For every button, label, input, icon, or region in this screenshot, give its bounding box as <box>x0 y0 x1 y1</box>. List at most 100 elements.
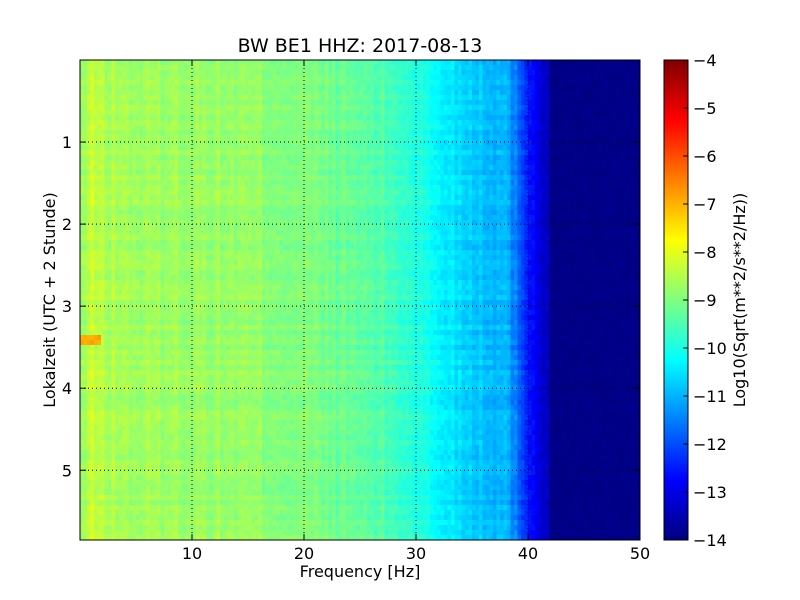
heatmap-cell <box>391 115 396 121</box>
heatmap-cell <box>626 110 631 116</box>
heatmap-cell <box>122 140 127 146</box>
heatmap-cell <box>311 190 316 196</box>
heatmap-cell <box>234 100 239 106</box>
heatmap-cell <box>426 95 431 101</box>
heatmap-cell <box>122 145 127 151</box>
heatmap-cell <box>349 210 354 216</box>
heatmap-cell <box>202 140 207 146</box>
heatmap-cell <box>468 65 473 71</box>
heatmap-cell <box>493 190 498 196</box>
heatmap-cell <box>171 125 176 131</box>
heatmap-cell <box>423 205 428 211</box>
heatmap-cell <box>244 70 249 76</box>
heatmap-cell <box>391 140 396 146</box>
heatmap-cell <box>283 195 288 201</box>
heatmap-cell <box>608 145 613 151</box>
heatmap-cell <box>594 190 599 196</box>
heatmap-cell <box>608 155 613 161</box>
heatmap-cell <box>482 110 487 116</box>
heatmap-cell <box>220 130 225 136</box>
heatmap-cell <box>125 185 130 191</box>
heatmap-cell <box>409 180 414 186</box>
heatmap-cell <box>489 140 494 146</box>
heatmap-cell <box>598 100 603 106</box>
heatmap-cell <box>328 150 333 156</box>
heatmap-cell <box>339 150 344 156</box>
heatmap-cell <box>209 115 214 121</box>
heatmap-cell <box>174 75 179 81</box>
heatmap-cell <box>500 115 505 121</box>
heatmap-cell <box>395 110 400 116</box>
heatmap-cell <box>139 130 144 136</box>
heatmap-cell <box>612 200 617 206</box>
heatmap-cell <box>276 190 281 196</box>
heatmap-cell <box>286 145 291 151</box>
heatmap-cell <box>524 165 529 171</box>
heatmap-cell <box>146 85 151 91</box>
heatmap-cell <box>216 105 221 111</box>
heatmap-cell <box>97 80 102 86</box>
heatmap-cell <box>510 160 515 166</box>
heatmap-cell <box>213 125 218 131</box>
heatmap-cell <box>143 105 148 111</box>
heatmap-cell <box>307 60 312 66</box>
heatmap-cell <box>230 105 235 111</box>
heatmap-cell <box>118 70 123 76</box>
heatmap-cell <box>265 85 270 91</box>
heatmap-cell <box>601 100 606 106</box>
heatmap-cell <box>223 85 228 91</box>
heatmap-cell <box>244 110 249 116</box>
heatmap-cell <box>423 115 428 121</box>
heatmap-cell <box>538 75 543 81</box>
heatmap-cell <box>125 205 130 211</box>
heatmap-cell <box>311 125 316 131</box>
heatmap-cell <box>524 180 529 186</box>
heatmap-cell <box>510 210 515 216</box>
heatmap-cell <box>430 155 435 161</box>
heatmap-cell <box>297 100 302 106</box>
heatmap-cell <box>290 170 295 176</box>
heatmap-cell <box>108 205 113 211</box>
heatmap-cell <box>573 160 578 166</box>
heatmap-cell <box>633 205 638 211</box>
heatmap-cell <box>563 160 568 166</box>
heatmap-cell <box>160 180 165 186</box>
heatmap-cell <box>325 195 330 201</box>
heatmap-cell <box>241 120 246 126</box>
heatmap-cell <box>104 100 109 106</box>
heatmap-cell <box>136 150 141 156</box>
heatmap-cell <box>202 80 207 86</box>
heatmap-cell <box>283 160 288 166</box>
heatmap-cell <box>363 180 368 186</box>
heatmap-cell <box>440 70 445 76</box>
heatmap-cell <box>377 95 382 101</box>
heatmap-cell <box>496 150 501 156</box>
heatmap-cell <box>293 125 298 131</box>
heatmap-cell <box>342 165 347 171</box>
heatmap-cell <box>174 105 179 111</box>
heatmap-cell <box>619 125 624 131</box>
heatmap-cell <box>573 100 578 106</box>
heatmap-cell <box>566 100 571 106</box>
heatmap-cell <box>447 95 452 101</box>
heatmap-cell <box>290 155 295 161</box>
heatmap-cell <box>244 145 249 151</box>
heatmap-cell <box>542 80 547 86</box>
heatmap-cell <box>598 205 603 211</box>
heatmap-cell <box>227 130 232 136</box>
heatmap-cell <box>108 200 113 206</box>
heatmap-cell <box>528 200 533 206</box>
heatmap-cell <box>227 70 232 76</box>
heatmap-cell <box>598 80 603 86</box>
heatmap-cell <box>370 95 375 101</box>
heatmap-cell <box>500 210 505 216</box>
heatmap-cell <box>97 145 102 151</box>
heatmap-cell <box>104 135 109 141</box>
heatmap-cell <box>419 185 424 191</box>
heatmap-cell <box>188 110 193 116</box>
heatmap-cell <box>402 70 407 76</box>
heatmap-cell <box>311 150 316 156</box>
heatmap-cell <box>514 150 519 156</box>
heatmap-cell <box>580 120 585 126</box>
heatmap-cell <box>489 80 494 86</box>
